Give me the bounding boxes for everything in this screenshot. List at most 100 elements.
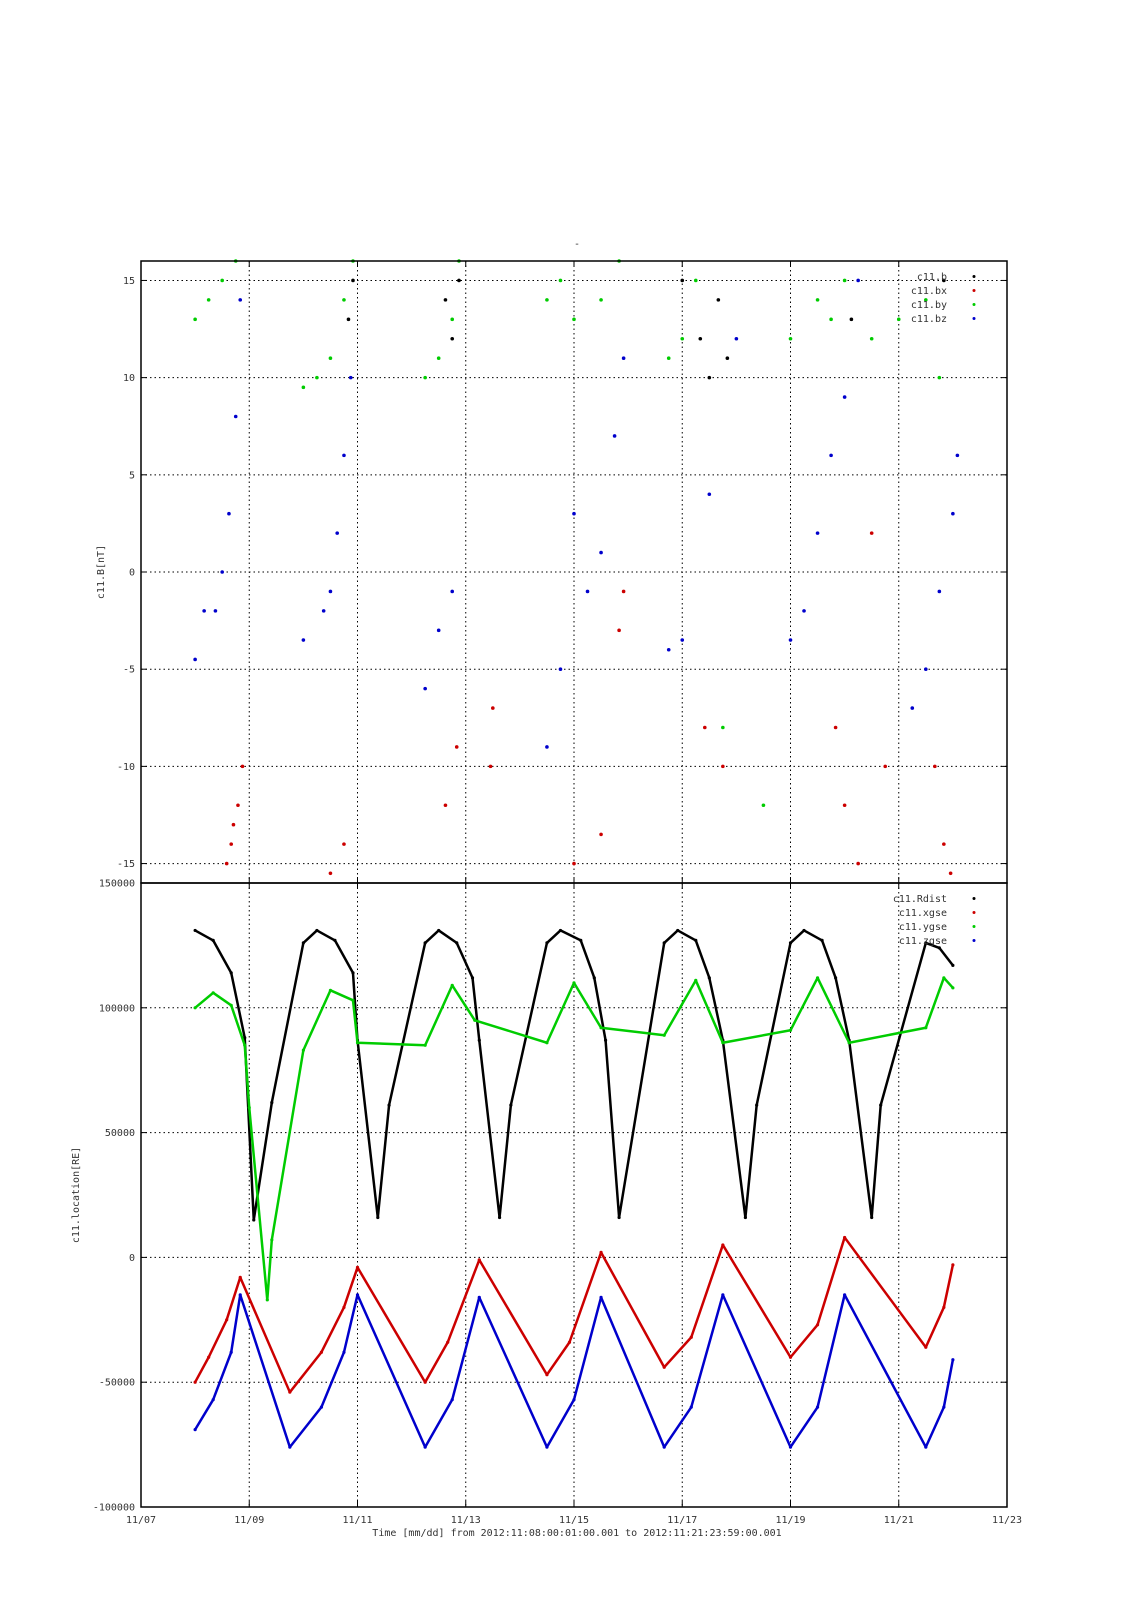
data-point bbox=[612, 434, 617, 438]
data-point bbox=[387, 1103, 391, 1107]
y-axis-label: c11.location[RE] bbox=[71, 1147, 82, 1243]
data-point bbox=[599, 298, 603, 302]
data-point bbox=[951, 1358, 955, 1362]
data-point bbox=[617, 628, 621, 633]
data-point bbox=[621, 589, 626, 594]
data-point bbox=[423, 1043, 427, 1047]
data-point bbox=[788, 1445, 793, 1449]
legend-marker bbox=[972, 911, 976, 914]
data-point bbox=[937, 589, 942, 594]
data-point bbox=[942, 976, 946, 980]
y-tick-label: -10 bbox=[117, 762, 135, 773]
data-point bbox=[443, 803, 448, 808]
data-point bbox=[883, 764, 888, 769]
data-point bbox=[288, 1390, 292, 1394]
data-point bbox=[225, 1318, 229, 1322]
y-tick-label: -5 bbox=[123, 665, 135, 676]
data-point bbox=[509, 1103, 513, 1107]
data-point bbox=[924, 667, 928, 671]
data-point bbox=[856, 278, 860, 283]
data-point bbox=[879, 1103, 883, 1107]
data-point bbox=[734, 336, 739, 341]
data-point bbox=[315, 928, 319, 933]
series-c11-b bbox=[346, 278, 946, 380]
y-tick-label: 50000 bbox=[105, 1128, 135, 1139]
data-point bbox=[567, 1340, 572, 1344]
data-point bbox=[599, 1295, 603, 1299]
data-point bbox=[707, 492, 712, 497]
data-point bbox=[450, 589, 455, 594]
data-point bbox=[599, 832, 603, 837]
x-tick-label: 11/09 bbox=[234, 1515, 264, 1526]
data-point bbox=[206, 298, 211, 302]
legend-label: c11.bz bbox=[911, 314, 947, 325]
data-point bbox=[829, 317, 833, 322]
data-point bbox=[342, 1350, 346, 1354]
data-point bbox=[842, 803, 847, 808]
data-point bbox=[423, 686, 427, 691]
data-point bbox=[829, 453, 833, 458]
data-point bbox=[579, 938, 583, 943]
data-point bbox=[849, 317, 854, 322]
data-point bbox=[321, 609, 326, 613]
data-point bbox=[351, 971, 355, 975]
data-point bbox=[545, 941, 549, 945]
data-point bbox=[436, 628, 441, 633]
data-point bbox=[842, 278, 847, 283]
data-point bbox=[238, 1275, 242, 1279]
data-point bbox=[545, 1373, 549, 1377]
data-point bbox=[288, 1445, 292, 1449]
data-point bbox=[820, 938, 824, 943]
y-tick-label: 150000 bbox=[99, 879, 135, 890]
page-title: - bbox=[574, 239, 580, 250]
plot-frame bbox=[140, 882, 1008, 1508]
data-point bbox=[220, 278, 224, 283]
data-point bbox=[450, 1398, 454, 1402]
y-tick-label: 5 bbox=[129, 470, 135, 481]
data-point bbox=[351, 998, 355, 1002]
data-point bbox=[572, 511, 576, 516]
data-point bbox=[910, 706, 915, 710]
data-point bbox=[572, 861, 576, 866]
data-point bbox=[617, 1215, 621, 1220]
data-point bbox=[572, 1398, 576, 1402]
data-point bbox=[721, 1243, 725, 1247]
legend-marker bbox=[972, 939, 976, 942]
data-point bbox=[870, 1215, 874, 1220]
data-point bbox=[491, 706, 495, 710]
data-point bbox=[716, 298, 721, 302]
y-tick-label: 0 bbox=[129, 568, 135, 579]
data-point bbox=[211, 1398, 215, 1402]
data-point bbox=[545, 745, 549, 749]
data-point bbox=[545, 1041, 549, 1045]
panel-1: 150000 100000 50000 0 -50000 -100000 c11.locat… bbox=[71, 879, 1008, 1514]
data-point bbox=[924, 1345, 928, 1349]
data-point bbox=[942, 278, 946, 283]
data-point bbox=[351, 278, 355, 283]
series-c11-zgse bbox=[193, 1293, 955, 1449]
data-point bbox=[238, 1293, 242, 1297]
data-point bbox=[301, 638, 306, 642]
data-point bbox=[703, 725, 707, 730]
data-point bbox=[621, 356, 626, 360]
data-point bbox=[328, 871, 333, 876]
data-point bbox=[229, 842, 234, 846]
data-point bbox=[270, 1238, 274, 1242]
data-point bbox=[328, 988, 333, 992]
data-point bbox=[924, 941, 928, 945]
data-point bbox=[211, 938, 215, 943]
data-point bbox=[951, 986, 955, 990]
data-point bbox=[319, 1350, 324, 1354]
data-point bbox=[599, 1026, 603, 1030]
series-c11-xgse bbox=[193, 1235, 955, 1394]
data-point bbox=[348, 375, 353, 380]
data-point bbox=[247, 1106, 251, 1110]
data-point bbox=[788, 336, 793, 341]
data-point bbox=[436, 356, 441, 360]
data-point bbox=[869, 336, 874, 341]
data-point bbox=[227, 511, 231, 516]
data-point bbox=[207, 1355, 211, 1359]
data-point bbox=[450, 336, 455, 341]
data-point bbox=[834, 976, 838, 980]
